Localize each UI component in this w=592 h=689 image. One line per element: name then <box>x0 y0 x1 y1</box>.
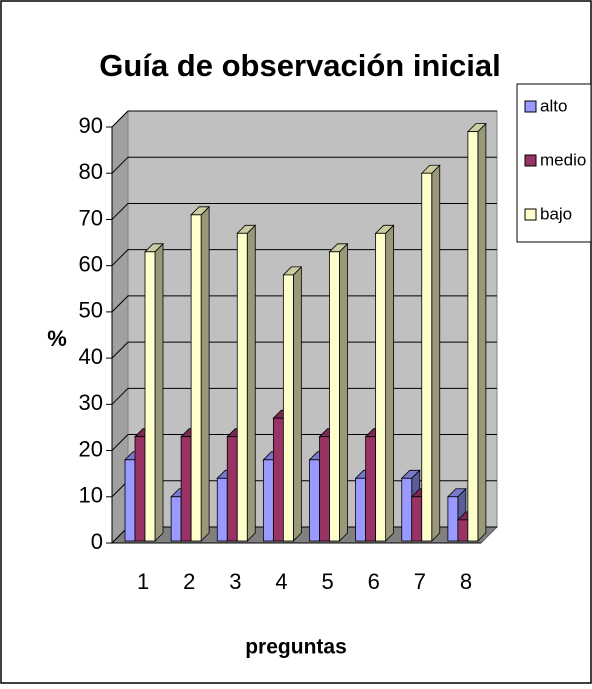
y-tick-label: 50 <box>79 298 103 323</box>
y-tick-label: 90 <box>79 113 103 138</box>
y-tick-label: 20 <box>79 436 103 461</box>
y-tick-label: 30 <box>79 390 103 415</box>
bar <box>375 232 387 542</box>
grid-line <box>111 341 497 359</box>
bar <box>144 251 156 542</box>
bar-side <box>200 205 210 542</box>
y-tick-label: 60 <box>79 251 103 276</box>
grid-line <box>111 202 497 220</box>
bar <box>190 214 202 542</box>
y-tick-label: 10 <box>79 483 103 508</box>
y-tick-label: 40 <box>79 344 103 369</box>
bar <box>262 459 274 542</box>
bar <box>447 496 459 542</box>
bar-side <box>292 265 302 542</box>
bar <box>319 436 330 542</box>
bar <box>355 477 367 542</box>
bar <box>226 436 238 542</box>
bar-side <box>246 224 256 542</box>
y-tick-label: 70 <box>79 205 103 230</box>
bar <box>272 417 284 542</box>
bar <box>401 477 413 542</box>
x-axis-title: preguntas <box>245 636 347 659</box>
legend-label: medio <box>540 150 586 169</box>
grid-line <box>111 156 497 174</box>
x-tick-label: 5 <box>321 569 333 594</box>
bar <box>124 459 136 542</box>
bar <box>365 436 377 542</box>
legend-swatch <box>524 100 537 113</box>
bar <box>236 232 248 542</box>
y-tick-label: 0 <box>91 529 103 554</box>
chart-title: Guía de observación inicial <box>99 48 500 83</box>
bar <box>421 172 433 542</box>
grid-line <box>111 249 497 267</box>
bar <box>216 477 228 542</box>
bar-side <box>477 122 487 542</box>
grid-line <box>111 387 497 405</box>
grid-line <box>111 110 497 128</box>
legend-label: alto <box>540 96 567 115</box>
x-tick-label: 7 <box>414 569 426 594</box>
x-tick-label: 4 <box>275 569 287 594</box>
y-axis-title: % <box>47 326 67 351</box>
bar <box>329 251 340 542</box>
x-tick-label: 1 <box>137 569 149 594</box>
legend-label: bajo <box>540 204 572 223</box>
bar-side <box>431 164 441 542</box>
x-tick-label: 3 <box>229 569 241 594</box>
x-tick-label: 2 <box>183 569 195 594</box>
bar-side <box>385 224 395 542</box>
bar <box>180 436 192 542</box>
bar <box>134 436 146 542</box>
bar <box>411 496 423 542</box>
bar <box>282 274 294 542</box>
y-tick-label: 80 <box>79 159 103 184</box>
legend-swatch <box>524 208 537 221</box>
bar <box>457 519 469 542</box>
grid-line <box>111 295 497 313</box>
x-tick-label: 6 <box>368 569 380 594</box>
bar <box>170 496 182 542</box>
bar-side <box>154 242 164 542</box>
bar-side <box>339 242 348 542</box>
bar <box>309 459 320 542</box>
bar <box>467 131 479 542</box>
legend-swatch <box>524 154 537 167</box>
x-tick-label: 8 <box>460 569 472 594</box>
